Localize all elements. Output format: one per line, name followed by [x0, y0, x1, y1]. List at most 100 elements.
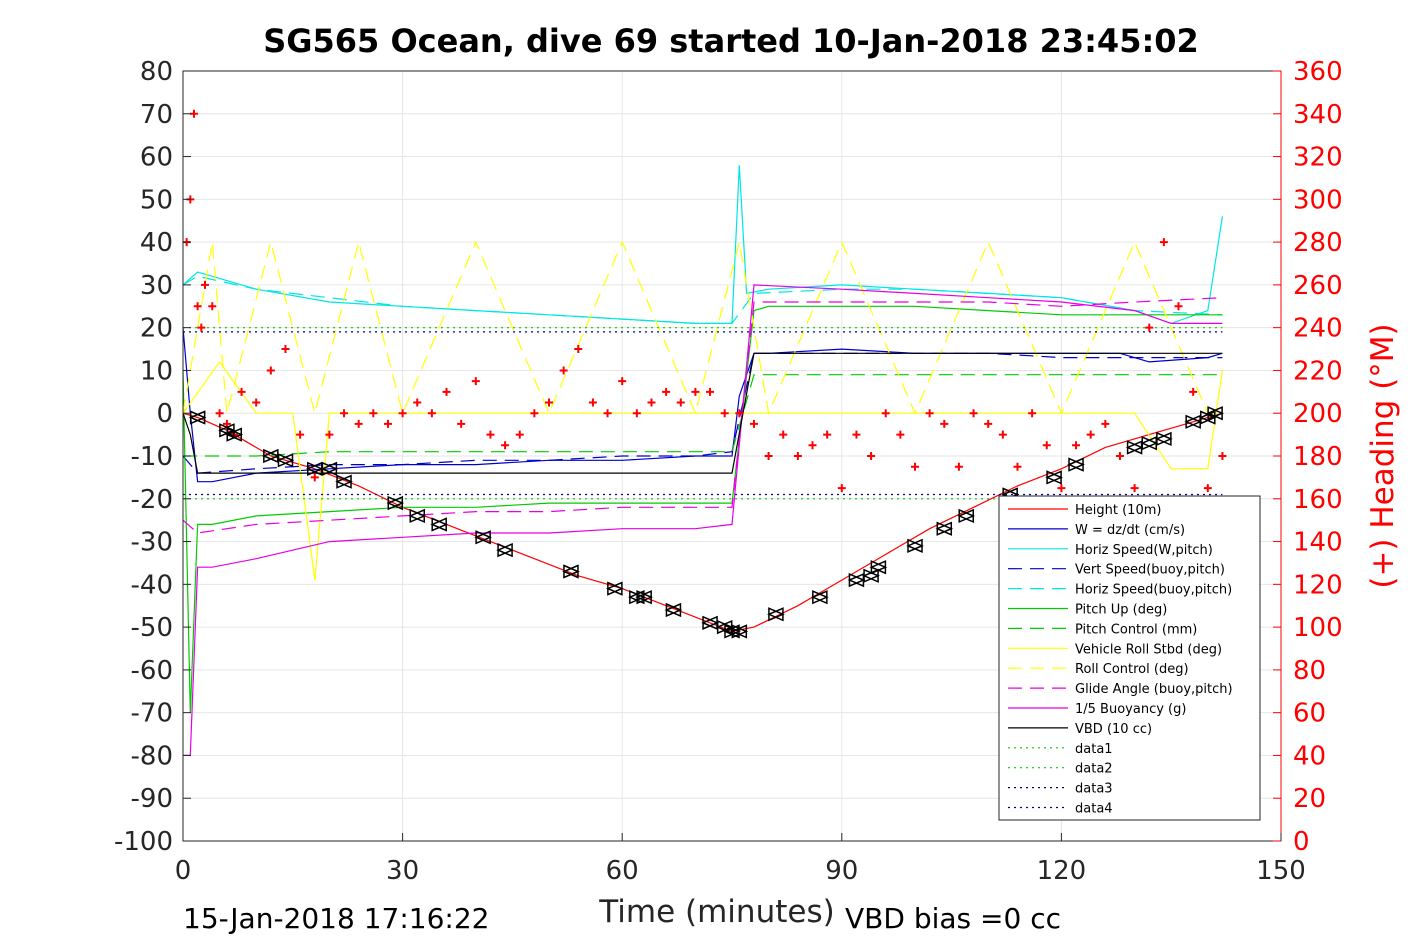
legend-label: Horiz Speed(W,pitch)	[1075, 543, 1213, 558]
heading-point	[1145, 323, 1154, 332]
y-left-tick-label: 40	[140, 228, 173, 258]
height-marker	[188, 410, 207, 425]
y-left-tick-label: -20	[131, 485, 173, 515]
heading-point	[310, 473, 319, 482]
height-marker	[730, 624, 749, 639]
series-line	[183, 284, 1223, 757]
series-line	[182, 305, 1223, 713]
y-left-tick-label: -50	[131, 613, 173, 643]
legend-label: data1	[1075, 742, 1113, 757]
heading-point	[369, 409, 378, 418]
heading-point	[471, 377, 480, 386]
heading-point	[501, 441, 510, 450]
series-line	[182, 360, 1223, 581]
heading-point	[189, 109, 198, 118]
y-left-tick-label: -90	[131, 784, 173, 814]
y-left-tick-label: 80	[140, 57, 173, 87]
y-right-tick-label: 360	[1293, 57, 1343, 87]
y-right-tick-label: 160	[1293, 485, 1343, 515]
height-marker	[664, 602, 683, 618]
series-line	[182, 275, 1223, 324]
chart-title: SG565 Ocean, dive 69 started 10-Jan-2018…	[263, 22, 1199, 60]
heading-point	[383, 419, 392, 428]
heading-point	[413, 398, 422, 407]
right-y-axis: 3603403203002802602402202001801601401201…	[1273, 57, 1343, 857]
heading-point	[823, 430, 832, 439]
y-right-tick-label: 260	[1293, 271, 1343, 301]
legend-label: Roll Control (deg)	[1075, 662, 1189, 677]
heading-point	[940, 419, 949, 428]
y-right-tick-label: 200	[1293, 399, 1343, 429]
x-tick-label: 60	[606, 856, 639, 886]
heading-point	[559, 366, 568, 375]
heading-point	[808, 441, 817, 450]
y-right-tick-label: 60	[1293, 699, 1326, 729]
x-tick-label: 150	[1256, 856, 1306, 886]
heading-point	[574, 345, 583, 354]
y-right-tick-label: 300	[1293, 185, 1343, 215]
height-marker	[335, 474, 353, 489]
heading-point	[515, 430, 524, 439]
legend-label: data3	[1075, 782, 1113, 797]
height-marker	[276, 453, 295, 468]
heading-point	[837, 484, 846, 493]
heading-point	[588, 398, 597, 407]
heading-point	[457, 419, 466, 428]
y-left-tick-label: -30	[131, 528, 173, 558]
heading-point	[735, 409, 744, 418]
legend-label: Height (10m)	[1075, 503, 1161, 518]
heading-point	[398, 409, 407, 418]
heading-point	[1101, 419, 1110, 428]
x-tick-label: 0	[175, 856, 192, 886]
height-marker	[408, 508, 427, 524]
height-marker	[767, 607, 785, 622]
heading-point	[998, 430, 1007, 439]
heading-point	[200, 280, 209, 289]
legend-label: data2	[1075, 762, 1113, 777]
y-left-tick-label: -70	[131, 699, 173, 729]
y-right-tick-label: 80	[1293, 656, 1326, 686]
y-left-tick-label: 30	[140, 271, 173, 301]
x-axis-label: Time (minutes)	[598, 894, 834, 930]
series-line	[183, 374, 1223, 457]
heading-point	[779, 430, 788, 439]
heading-point	[1028, 409, 1037, 418]
heading-point	[486, 430, 495, 439]
heading-point	[1115, 452, 1124, 460]
right-axis-label: (+) Heading (°M)	[1365, 323, 1401, 588]
heading-point	[1072, 441, 1081, 450]
heading-point	[1057, 484, 1066, 493]
heading-point	[266, 366, 275, 375]
heading-point	[340, 409, 349, 418]
heading-point	[852, 430, 861, 439]
y-left-tick-label: 20	[140, 314, 173, 344]
y-left-tick-label: -40	[131, 570, 173, 600]
height-marker	[810, 590, 829, 605]
height-marker	[1045, 470, 1063, 485]
heading-point	[618, 377, 627, 386]
heading-point	[237, 387, 246, 396]
y-right-tick-label: 140	[1293, 528, 1343, 558]
heading-point	[720, 409, 729, 418]
y-left-tick-label: 0	[156, 399, 173, 429]
legend-label: Pitch Control (mm)	[1075, 622, 1197, 637]
heading-point	[867, 452, 876, 460]
heading-point	[676, 398, 685, 407]
height-marker	[496, 542, 514, 558]
height-marker	[1154, 431, 1173, 447]
heading-point	[193, 302, 202, 311]
heading-point	[706, 387, 715, 396]
y-right-tick-label: 240	[1293, 314, 1343, 344]
height-marker	[906, 538, 924, 553]
heading-point	[1042, 441, 1051, 450]
y-left-tick-label: 50	[140, 185, 173, 215]
heading-point	[1013, 462, 1022, 471]
height-marker	[320, 461, 339, 476]
heading-point	[662, 387, 671, 396]
y-right-tick-label: 340	[1293, 100, 1343, 130]
height-marker	[1067, 457, 1085, 472]
series-line	[182, 297, 1223, 534]
heading-point	[1174, 302, 1183, 311]
